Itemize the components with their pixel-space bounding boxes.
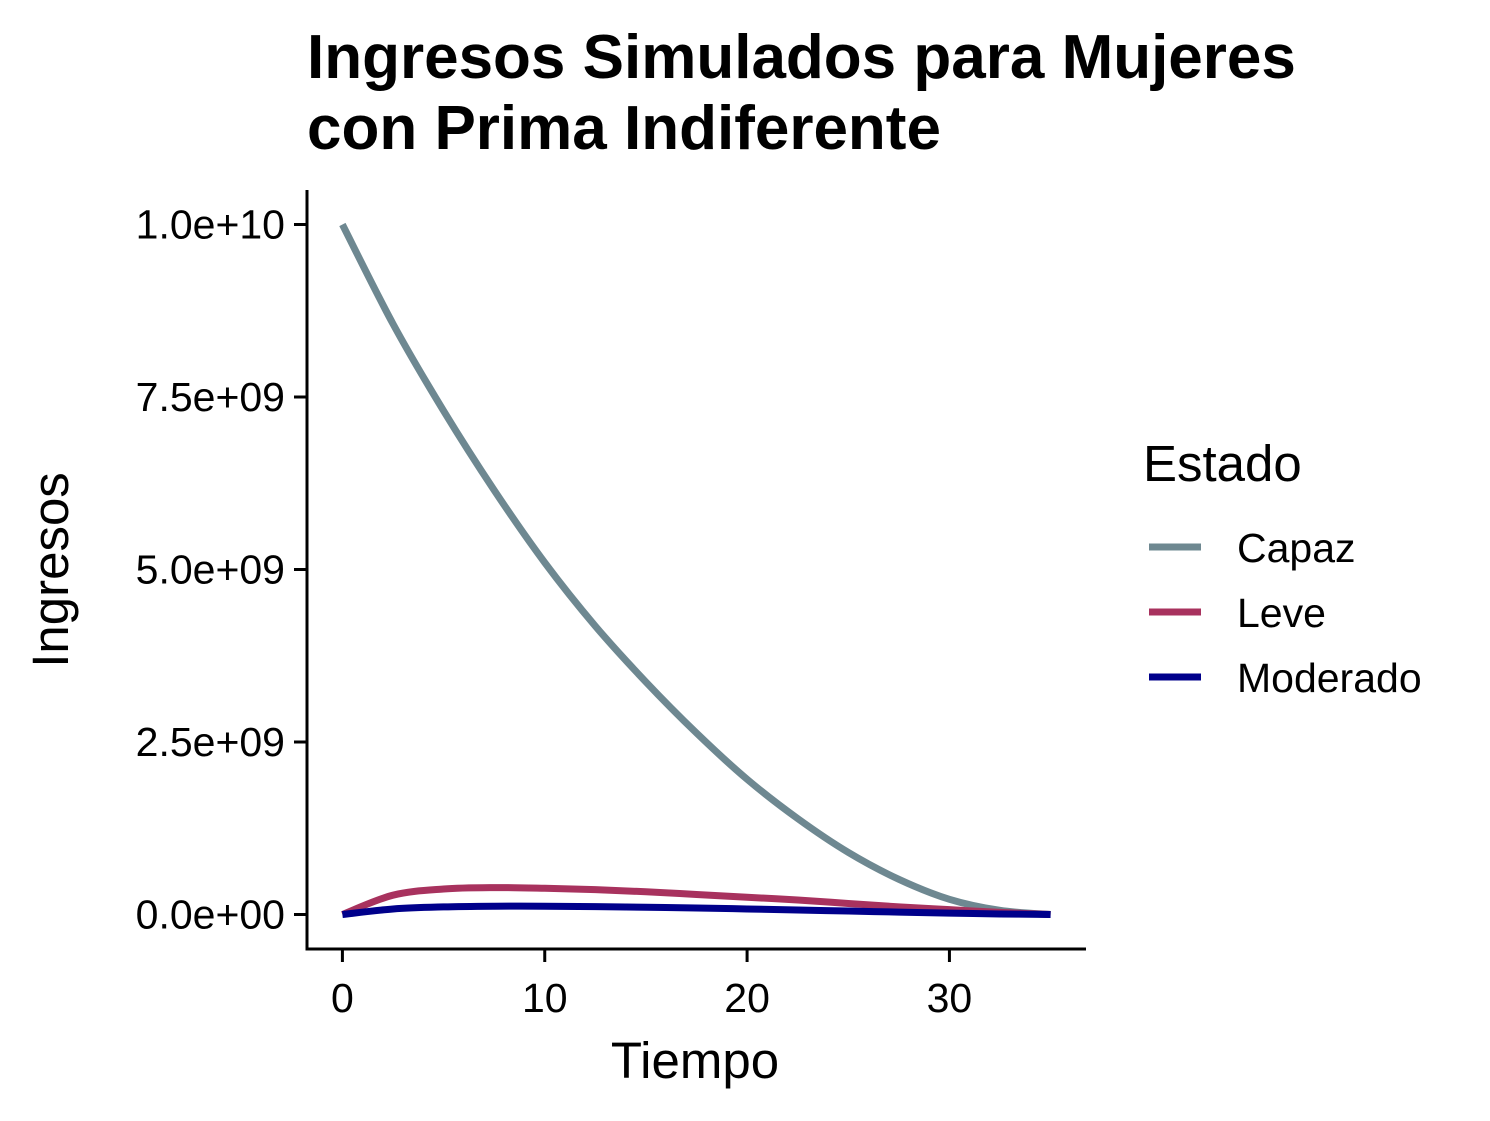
legend-label-leve: Leve <box>1237 590 1326 636</box>
x-tick-label-3: 30 <box>927 975 973 1021</box>
y-axis-title: Ingresos <box>22 472 79 668</box>
chart-title-line-2: con Prima Indiferente <box>307 94 941 163</box>
y-tick-label-1: 2.5e+09 <box>136 719 285 765</box>
legend: Estado Capaz Leve Moderado <box>1143 435 1422 701</box>
legend-label-moderado: Moderado <box>1237 655 1422 701</box>
legend-label-capaz: Capaz <box>1237 525 1356 571</box>
x-tick-label-1: 10 <box>522 975 568 1021</box>
series-line-capaz <box>339 222 1051 918</box>
series-line-leve <box>341 884 1051 918</box>
legend-items: Capaz Leve Moderado <box>1149 525 1422 701</box>
y-tick-label-0: 0.0e+00 <box>136 892 285 938</box>
x-tick-label-0: 0 <box>331 975 354 1021</box>
series-line-moderado <box>342 902 1051 918</box>
y-tick-label-3: 7.5e+09 <box>136 374 285 420</box>
plot-series <box>339 222 1051 918</box>
x-axis-ticks: 0 10 20 30 <box>331 949 972 1021</box>
legend-title: Estado <box>1143 435 1302 492</box>
y-tick-label-4: 1.0e+10 <box>136 202 285 248</box>
y-tick-label-2: 5.0e+09 <box>136 547 285 593</box>
x-axis-title: Tiempo <box>611 1032 779 1089</box>
chart-title-line-1: Ingresos Simulados para Mujeres <box>307 23 1296 92</box>
x-tick-label-2: 20 <box>724 975 770 1021</box>
y-axis-ticks: 0.0e+00 2.5e+09 5.0e+09 7.5e+09 1.0e+10 <box>136 202 307 938</box>
